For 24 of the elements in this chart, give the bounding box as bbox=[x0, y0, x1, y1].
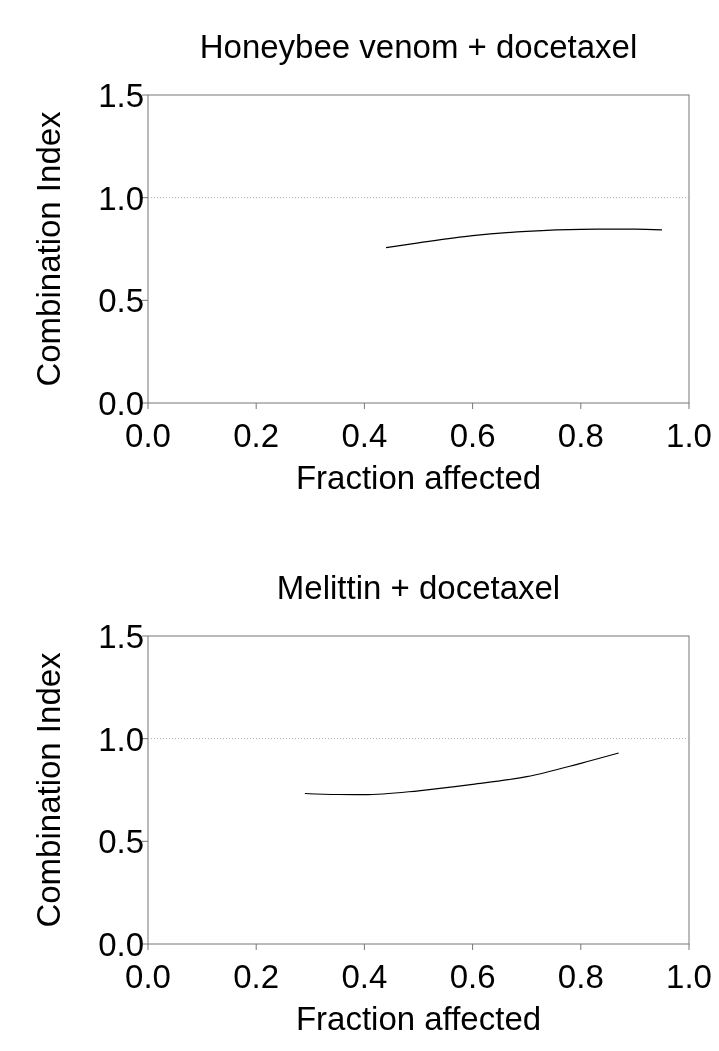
y-axis-title: Combination Index bbox=[30, 110, 67, 387]
x-tick-label: 0.4 bbox=[341, 958, 388, 995]
y-tick-label: 1.5 bbox=[98, 77, 144, 114]
y-tick-label: 0.5 bbox=[98, 823, 144, 861]
x-tick-label: 0.8 bbox=[557, 417, 604, 454]
chart-title: Honeybee venom + docetaxel bbox=[199, 28, 638, 65]
x-tick-label: 0.6 bbox=[449, 417, 496, 454]
line-series bbox=[304, 752, 620, 796]
x-axis-title: Fraction affected bbox=[295, 459, 542, 496]
y-tick-label: 1.0 bbox=[98, 720, 144, 758]
x-tick-label: 0.4 bbox=[341, 417, 388, 454]
x-tick-label: 1.0 bbox=[666, 417, 712, 454]
x-axis-title: Fraction affected bbox=[295, 1000, 542, 1037]
line-series bbox=[385, 228, 663, 249]
y-axis-title: Combination Index bbox=[30, 651, 67, 928]
x-tick-label: 0.2 bbox=[233, 417, 280, 454]
x-tick-label: 1.0 bbox=[666, 958, 712, 995]
y-tick-label: 1.5 bbox=[98, 618, 144, 655]
x-tick-label: 0.8 bbox=[557, 958, 604, 995]
chart-title: Melittin + docetaxel bbox=[276, 569, 561, 606]
x-tick-label: 0.2 bbox=[233, 958, 280, 995]
y-tick-label: 0.5 bbox=[98, 282, 144, 320]
y-tick-label: 1.0 bbox=[98, 179, 144, 217]
x-tick-label: 0.6 bbox=[449, 958, 496, 995]
